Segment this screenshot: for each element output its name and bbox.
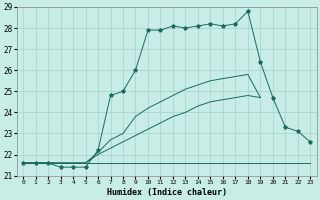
X-axis label: Humidex (Indice chaleur): Humidex (Indice chaleur) bbox=[107, 188, 227, 197]
